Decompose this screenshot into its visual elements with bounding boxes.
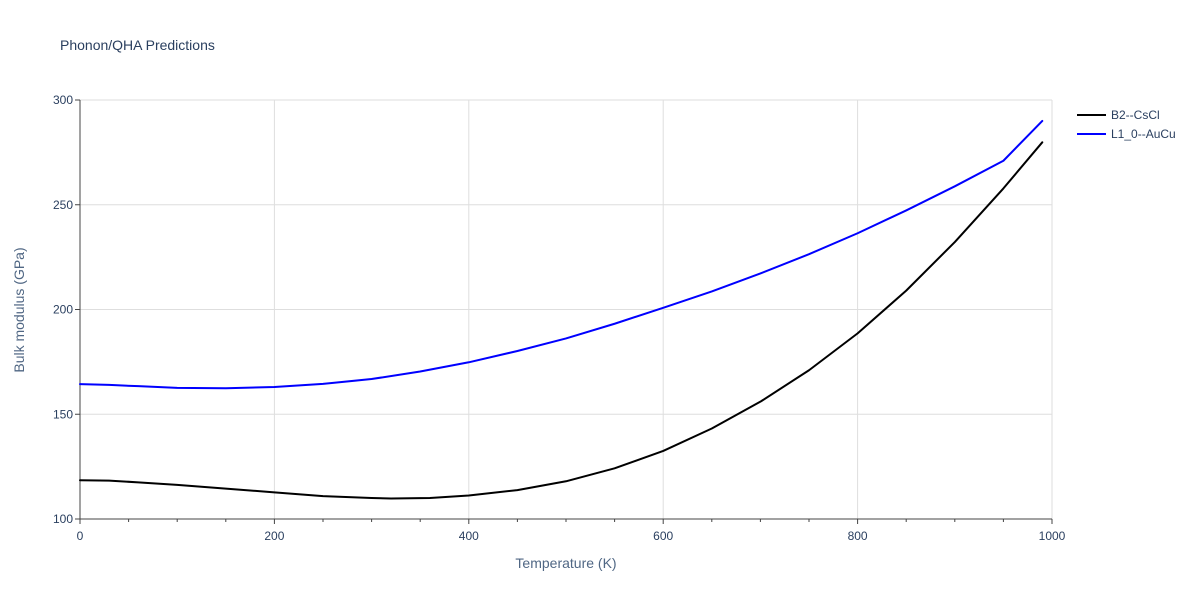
y-tick-label: 150 bbox=[53, 407, 73, 421]
y-tick-label: 300 bbox=[53, 93, 73, 107]
y-axis-title: Bulk modulus (GPa) bbox=[11, 247, 27, 372]
x-tick-label: 600 bbox=[653, 529, 673, 543]
x-axis-title: Temperature (K) bbox=[515, 555, 616, 571]
x-tick-label: 800 bbox=[848, 529, 868, 543]
y-tick-label: 200 bbox=[53, 303, 73, 317]
legend-item[interactable]: L1_0--AuCu bbox=[1077, 127, 1176, 141]
series-line-1[interactable] bbox=[79, 119, 1044, 390]
legend-label: B2--CsCl bbox=[1111, 108, 1160, 122]
gridlines bbox=[80, 99, 1053, 519]
legend-item[interactable]: B2--CsCl bbox=[1077, 108, 1160, 122]
x-tick-label: 400 bbox=[459, 529, 479, 543]
axes: 0 200 400 600 800 1000 100 150 200 250 300 bbox=[53, 93, 1066, 543]
y-tick-label: 250 bbox=[53, 198, 73, 212]
x-tick-label: 200 bbox=[264, 529, 284, 543]
x-tick-label: 1000 bbox=[1039, 529, 1066, 543]
chart-title: Phonon/QHA Predictions bbox=[60, 37, 215, 53]
legend-label: L1_0--AuCu bbox=[1111, 127, 1176, 141]
x-tick-label: 0 bbox=[77, 529, 84, 543]
y-tick-label: 100 bbox=[53, 512, 73, 526]
series-line-0[interactable] bbox=[79, 141, 1044, 500]
legend[interactable]: B2--CsCl L1_0--AuCu bbox=[1077, 108, 1176, 141]
series-lines bbox=[79, 119, 1044, 500]
